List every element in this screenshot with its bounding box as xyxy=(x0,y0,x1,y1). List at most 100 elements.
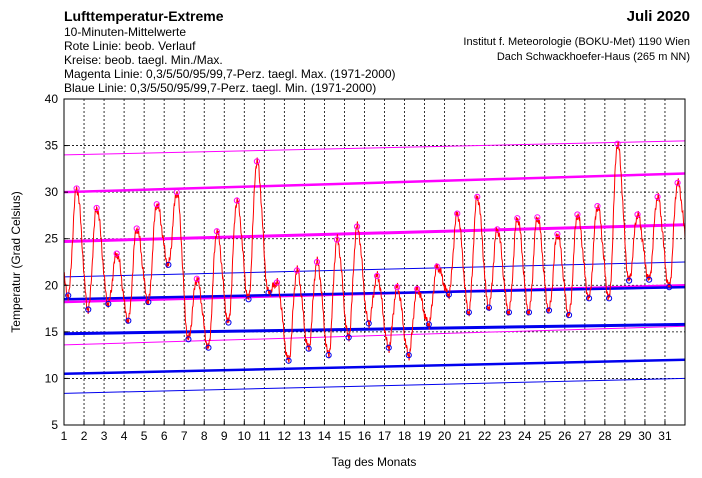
daily-min-circle xyxy=(245,296,252,303)
percentile-line xyxy=(63,172,686,194)
daily-max-circle xyxy=(73,185,80,192)
y-tick-label: 10 xyxy=(45,371,59,385)
x-tick-label: 25 xyxy=(538,429,552,443)
daily-min-circle xyxy=(565,311,573,319)
daily-min-circle xyxy=(325,352,332,359)
x-tick-label: 16 xyxy=(358,429,372,443)
daily-max-circle xyxy=(414,285,421,293)
daily-max-circle xyxy=(434,263,441,270)
observed-curve xyxy=(63,141,686,363)
x-tick-label: 21 xyxy=(458,429,472,443)
percentile-lines xyxy=(63,140,686,394)
y-tick-label: 30 xyxy=(45,185,59,199)
x-tick-label: 30 xyxy=(638,429,652,443)
chart-description: 10-Minuten-Mittelwerte Rote Linie: beob.… xyxy=(64,25,396,95)
chart-title: Lufttemperatur-Extreme xyxy=(64,8,224,24)
description-line-blue: Blaue Linie: 0,3/5/50/95/99,7-Perz. taeg… xyxy=(64,81,377,95)
daily-max-circle xyxy=(394,284,401,291)
station-location: Dach Schwackhoefer-Haus (265 m NN) xyxy=(496,51,690,63)
daily-max-circle xyxy=(213,228,220,235)
x-tick-label: 29 xyxy=(618,429,632,443)
daily-min-circle xyxy=(225,319,232,326)
percentile-line xyxy=(63,285,686,301)
y-tick-label: 35 xyxy=(45,139,59,153)
daily-min-circle xyxy=(405,352,412,359)
daily-max-circle xyxy=(273,279,281,286)
x-axis-label: Tag des Monats xyxy=(332,455,417,469)
daily-max-circle xyxy=(674,179,681,186)
daily-max-circle xyxy=(93,204,100,212)
daily-extreme-circles xyxy=(65,140,681,364)
percentile-line xyxy=(63,377,686,394)
axis-ticks: 1 2 3 4 5 6 7 8 9 10 11 12 13 14 15 16 17 18 19 20 21 22 23 24 2… xyxy=(45,92,672,443)
daily-min-circle xyxy=(265,289,272,296)
plot-frame xyxy=(63,98,686,426)
description-line-circles: Kreise: beob. taegl. Min./Max. xyxy=(64,53,223,67)
y-tick-label: 5 xyxy=(51,418,58,432)
x-tick-label: 10 xyxy=(238,429,252,443)
daily-min-circle xyxy=(585,295,593,302)
percentile-line xyxy=(63,261,686,278)
daily-min-circle xyxy=(385,344,392,351)
daily-min-circle xyxy=(85,306,92,313)
description-line-interval: 10-Minuten-Mittelwerte xyxy=(64,25,187,39)
x-tick-label: 1 xyxy=(61,429,68,443)
daily-min-circle xyxy=(505,309,513,316)
institute-info: Institut f. Meteorologie (BOKU-Met) 1190… xyxy=(463,35,690,65)
daily-max-circle xyxy=(474,193,481,200)
daily-max-circle xyxy=(233,197,240,204)
daily-max-circle xyxy=(554,230,561,238)
daily-min-circle xyxy=(485,304,492,311)
daily-max-circle xyxy=(654,193,661,200)
daily-max-circle xyxy=(614,140,621,147)
x-tick-label: 8 xyxy=(201,429,208,443)
institute-name: Institut f. Meteorologie (BOKU-Met) 1190… xyxy=(463,36,690,48)
y-tick-label: 25 xyxy=(45,232,59,246)
daily-max-circle xyxy=(173,189,180,196)
x-tick-label: 7 xyxy=(181,429,188,443)
percentile-line xyxy=(63,325,686,346)
x-tick-label: 26 xyxy=(558,429,572,443)
x-tick-label: 13 xyxy=(298,429,312,443)
daily-max-circle xyxy=(594,203,601,210)
daily-min-circle xyxy=(666,284,673,291)
daily-min-circle xyxy=(626,277,633,284)
x-tick-label: 4 xyxy=(121,429,128,443)
daily-max-circle xyxy=(574,211,581,218)
daily-min-circle xyxy=(65,292,72,299)
daily-max-circle xyxy=(454,210,461,217)
x-tick-label: 12 xyxy=(278,429,292,443)
daily-max-circle xyxy=(113,250,120,257)
observed-temperature-line xyxy=(63,141,686,363)
x-tick-label: 2 xyxy=(81,429,88,443)
daily-min-circle xyxy=(525,309,533,316)
daily-min-circle xyxy=(646,276,653,283)
x-tick-label: 17 xyxy=(378,429,392,443)
daily-max-circle xyxy=(253,158,261,165)
description-line-red: Rote Linie: beob. Verlauf xyxy=(64,39,196,53)
percentile-line xyxy=(63,322,686,336)
y-tick-label: 40 xyxy=(45,92,59,106)
daily-min-circle xyxy=(145,298,152,306)
daily-max-circle xyxy=(353,223,361,230)
chart-period: Juli 2020 xyxy=(626,8,690,25)
daily-min-circle xyxy=(605,295,613,302)
daily-max-circle xyxy=(514,215,521,222)
daily-min-circle xyxy=(105,300,112,308)
x-tick-label: 5 xyxy=(141,429,148,443)
x-tick-label: 3 xyxy=(101,429,108,443)
y-tick-label: 20 xyxy=(45,278,59,292)
daily-min-circle xyxy=(365,320,372,327)
x-tick-label: 18 xyxy=(398,429,412,443)
x-tick-label: 19 xyxy=(418,429,432,443)
daily-min-circle xyxy=(165,261,172,268)
x-tick-label: 6 xyxy=(161,429,168,443)
daily-min-circle xyxy=(285,357,292,364)
x-tick-label: 20 xyxy=(438,429,452,443)
percentile-line xyxy=(63,223,686,244)
description-line-magenta: Magenta Linie: 0,3/5/50/95/99,7-Perz. ta… xyxy=(64,67,396,81)
x-tick-label: 31 xyxy=(658,429,672,443)
daily-min-circle xyxy=(425,321,432,328)
daily-max-circle xyxy=(153,201,160,208)
